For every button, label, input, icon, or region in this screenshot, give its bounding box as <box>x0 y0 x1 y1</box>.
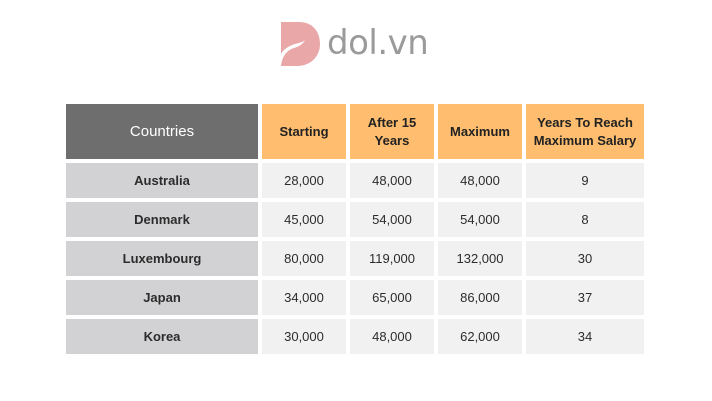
column-header-after-15-years: After 15 Years <box>350 104 434 159</box>
table-row: Japan 34,000 65,000 86,000 37 <box>66 280 644 315</box>
starting-cell: 45,000 <box>262 202 346 237</box>
years-cell: 37 <box>526 280 644 315</box>
country-cell: Luxembourg <box>66 241 258 276</box>
starting-cell: 34,000 <box>262 280 346 315</box>
table-row: Australia 28,000 48,000 48,000 9 <box>66 163 644 198</box>
table-row: Luxembourg 80,000 119,000 132,000 30 <box>66 241 644 276</box>
column-header-maximum: Maximum <box>438 104 522 159</box>
after-15-cell: 48,000 <box>350 319 434 354</box>
country-cell: Korea <box>66 319 258 354</box>
starting-cell: 80,000 <box>262 241 346 276</box>
column-header-countries: Countries <box>66 104 258 159</box>
years-cell: 8 <box>526 202 644 237</box>
after-15-cell: 65,000 <box>350 280 434 315</box>
years-cell: 30 <box>526 241 644 276</box>
years-cell: 34 <box>526 319 644 354</box>
table-header-row: Countries Starting After 15 Years Maximu… <box>66 104 644 159</box>
column-header-years-to-max: Years To Reach Maximum Salary <box>526 104 644 159</box>
salary-table: Countries Starting After 15 Years Maximu… <box>62 100 648 358</box>
table-row: Korea 30,000 48,000 62,000 34 <box>66 319 644 354</box>
years-cell: 9 <box>526 163 644 198</box>
country-cell: Australia <box>66 163 258 198</box>
maximum-cell: 132,000 <box>438 241 522 276</box>
column-header-starting: Starting <box>262 104 346 159</box>
maximum-cell: 62,000 <box>438 319 522 354</box>
brand-name: dol.vn <box>327 23 429 63</box>
maximum-cell: 48,000 <box>438 163 522 198</box>
brand-logo: dol.vn <box>279 19 429 67</box>
maximum-cell: 54,000 <box>438 202 522 237</box>
country-cell: Japan <box>66 280 258 315</box>
country-cell: Denmark <box>66 202 258 237</box>
starting-cell: 30,000 <box>262 319 346 354</box>
maximum-cell: 86,000 <box>438 280 522 315</box>
starting-cell: 28,000 <box>262 163 346 198</box>
table-row: Denmark 45,000 54,000 54,000 8 <box>66 202 644 237</box>
after-15-cell: 48,000 <box>350 163 434 198</box>
dol-logo-icon <box>281 22 320 66</box>
after-15-cell: 54,000 <box>350 202 434 237</box>
after-15-cell: 119,000 <box>350 241 434 276</box>
